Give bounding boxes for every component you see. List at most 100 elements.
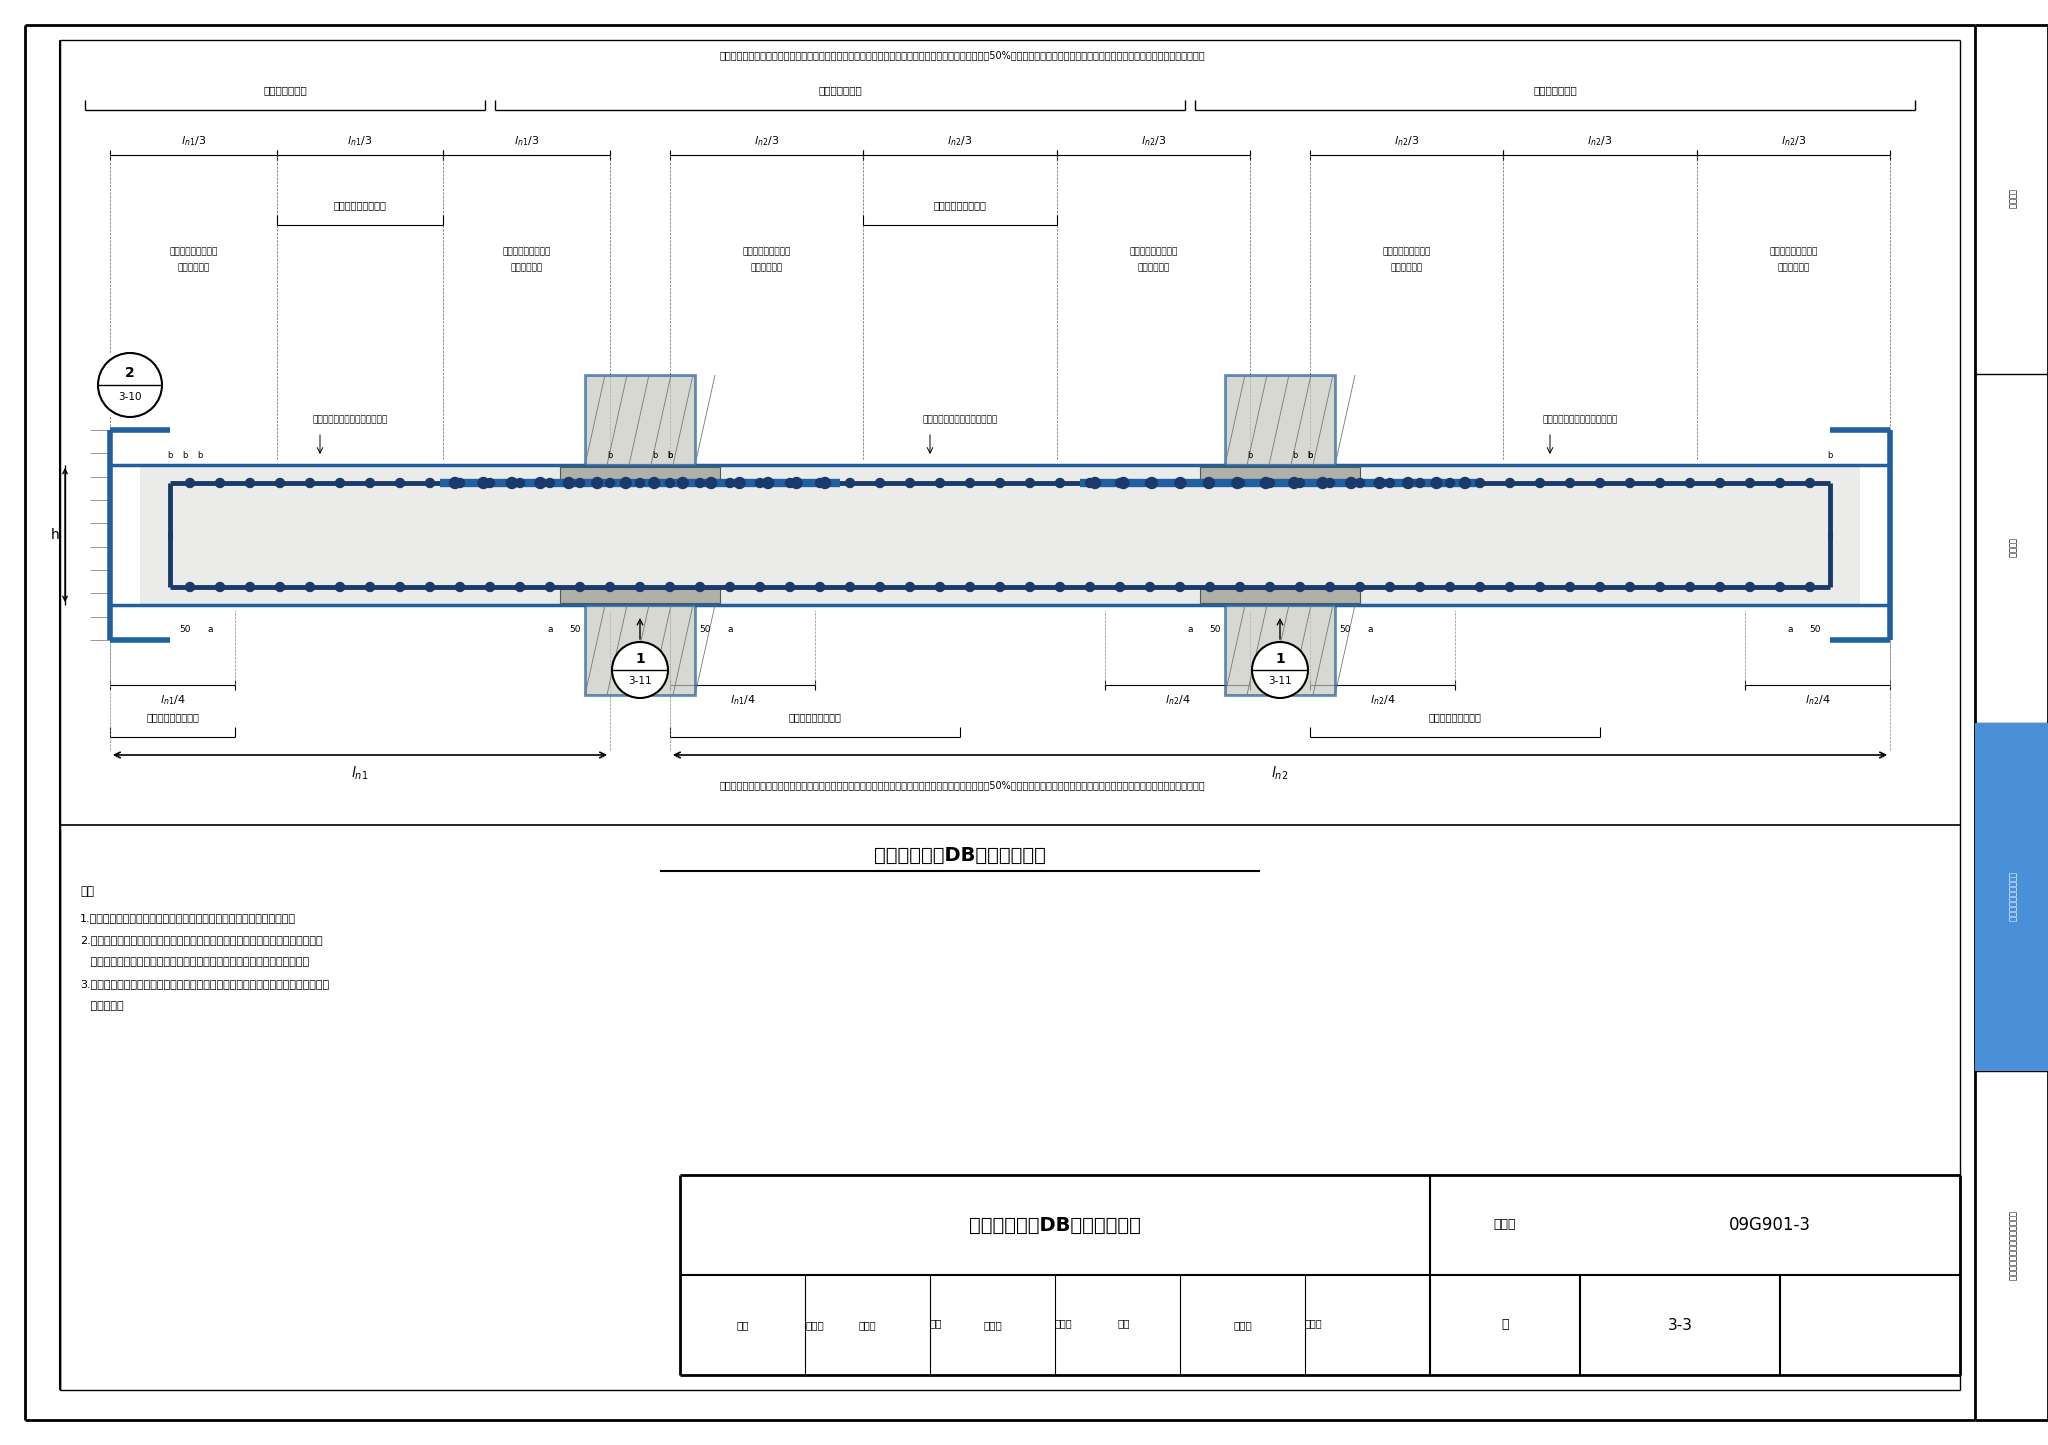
Circle shape [874,478,885,487]
Text: 一般构造: 一般构造 [2007,189,2015,210]
Text: 09G901-3: 09G901-3 [1729,1217,1810,1234]
Circle shape [485,582,494,591]
Circle shape [756,478,764,487]
Circle shape [666,582,674,591]
Bar [586,376,694,465]
Text: $l_{n2}/3$: $l_{n2}/3$ [948,134,973,147]
Text: 2: 2 [125,366,135,380]
Circle shape [305,478,315,487]
Text: 墙顶通长加强筋（具体按设计）: 墙顶通长加强筋（具体按设计） [1542,416,1618,425]
Circle shape [1386,478,1395,487]
Circle shape [1206,582,1214,591]
Text: （设计注明）: （设计注明） [1137,263,1169,273]
Bar [1225,605,1335,695]
Text: 底部贯通钢筋连接区: 底部贯通钢筋连接区 [788,712,842,722]
Text: b: b [182,451,188,460]
Text: $l_{n1}/3$: $l_{n1}/3$ [348,134,373,147]
Circle shape [1356,582,1364,591]
Circle shape [1386,582,1395,591]
Text: 3-3: 3-3 [1667,1318,1692,1332]
Circle shape [535,477,547,488]
Text: b: b [668,451,672,460]
Circle shape [426,582,434,591]
Text: 底部贯通钢筋连接区: 底部贯通钢筋连接区 [145,712,199,722]
Circle shape [1716,582,1724,591]
Circle shape [905,478,915,487]
Circle shape [1346,477,1356,488]
Text: 1: 1 [635,652,645,666]
Circle shape [305,582,315,591]
Circle shape [336,478,344,487]
Text: 50: 50 [1808,626,1821,634]
Text: a: a [547,626,553,634]
Circle shape [276,582,285,591]
Circle shape [725,478,735,487]
Circle shape [1565,478,1575,487]
Circle shape [666,478,674,487]
Text: $l_{n2}/4$: $l_{n2}/4$ [1165,694,1190,707]
Circle shape [606,478,614,487]
Text: $l_{n2}/4$: $l_{n2}/4$ [1804,694,1831,707]
Circle shape [965,478,975,487]
Circle shape [725,582,735,591]
Text: 3.箱形基础顶板同一层面的交叉钢筋何筋在上由设计具体说明。当设计无说明时，由: 3.箱形基础顶板同一层面的交叉钢筋何筋在上由设计具体说明。当设计无说明时，由 [80,980,330,988]
Circle shape [815,478,825,487]
Circle shape [1176,477,1186,488]
Circle shape [1055,582,1065,591]
Circle shape [1356,478,1364,487]
Circle shape [707,477,717,488]
Circle shape [545,478,555,487]
Circle shape [1565,582,1575,591]
Text: 标注的跨数终点或起点，延伸至配置较小的毗邻跨的跨中连接区进行连接。: 标注的跨数终点或起点，延伸至配置较小的毗邻跨的跨中连接区进行连接。 [80,957,309,967]
Circle shape [1026,582,1034,591]
Circle shape [1026,478,1034,487]
Bar [1200,590,1360,603]
Text: 3-11: 3-11 [629,676,651,686]
Text: 顶部贯通钢筋连接区: 顶部贯通钢筋连接区 [334,199,387,210]
Text: a: a [1188,626,1192,634]
Text: 箱形基础顶板DB钢筋排布构造: 箱形基础顶板DB钢筋排布构造 [969,1215,1141,1234]
Circle shape [506,477,518,488]
Circle shape [815,582,825,591]
Circle shape [1325,582,1335,591]
Text: （设计注明）: （设计注明） [510,263,543,273]
Circle shape [1686,478,1694,487]
Circle shape [1085,582,1094,591]
Circle shape [1415,582,1425,591]
Text: b: b [608,451,612,460]
Text: b: b [1307,451,1313,460]
Circle shape [696,582,705,591]
Circle shape [1475,478,1485,487]
Text: 箱形基础和地下室结构: 箱形基础和地下室结构 [2007,871,2015,922]
Circle shape [1776,478,1784,487]
Text: 顶部非贯通钢筋: 顶部非贯通钢筋 [1534,85,1577,95]
Text: 50: 50 [1208,626,1221,634]
Circle shape [215,582,225,591]
Circle shape [516,582,524,591]
Text: （设计注明）: （设计注明） [178,263,209,273]
Text: 设计: 设计 [1118,1318,1130,1328]
Circle shape [1288,477,1300,488]
Circle shape [1595,582,1604,591]
Circle shape [733,477,745,488]
Circle shape [395,582,406,591]
Text: （设计注明）: （设计注明） [1391,263,1423,273]
Circle shape [1655,582,1665,591]
Text: b: b [668,451,672,460]
Circle shape [246,478,254,487]
Circle shape [485,478,494,487]
Text: 50: 50 [569,626,582,634]
Circle shape [1176,478,1184,487]
Circle shape [621,477,631,488]
Circle shape [905,582,915,591]
Circle shape [592,477,602,488]
Text: h: h [51,527,59,542]
Bar [559,467,721,481]
Circle shape [1745,478,1755,487]
Circle shape [1235,478,1245,487]
Text: $l_{n2}/4$: $l_{n2}/4$ [1370,694,1395,707]
Circle shape [1176,582,1184,591]
Circle shape [98,353,162,418]
Text: $l_{n1}$: $l_{n1}$ [352,764,369,782]
Text: 施工确定。: 施工确定。 [80,1001,123,1011]
